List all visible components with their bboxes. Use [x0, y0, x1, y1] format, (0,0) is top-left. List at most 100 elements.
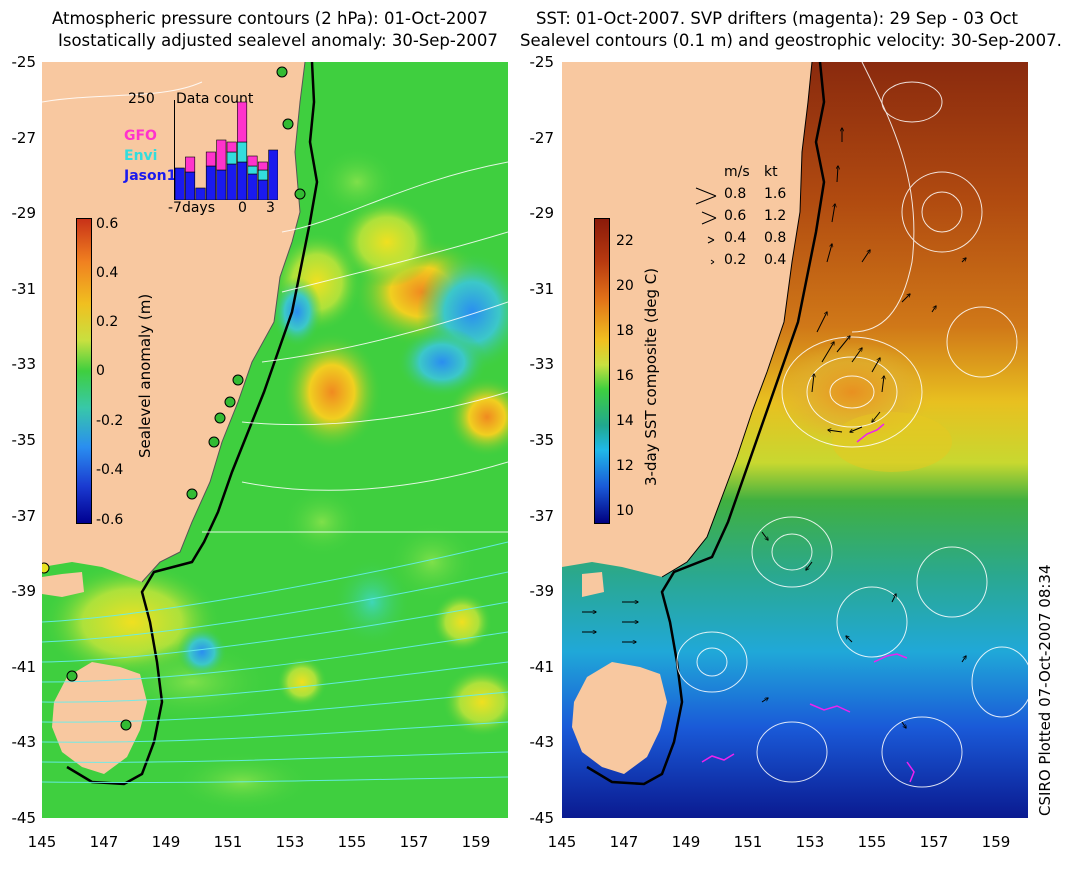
left-lon-tick: 151 [213, 833, 243, 851]
right-lat-tick: -35 [529, 431, 555, 449]
right-lat-tick: -27 [529, 128, 555, 147]
inset-bar-gfo [247, 155, 258, 167]
inset-bar-chart [174, 100, 278, 200]
right-lon-tick: 145 [547, 833, 577, 851]
velocity-legend-row-4: 0.2 0.4 [692, 252, 802, 272]
inset-bar-jason [247, 173, 258, 200]
left-lat-tick: -35 [11, 431, 37, 449]
left-lat-tick: -29 [11, 204, 37, 223]
inset-max-label: 250 [128, 91, 155, 107]
sst-colorbar [594, 218, 610, 524]
cb-left-tick-5: -0.2 [96, 413, 124, 429]
velocity-legend: m/s kt 0.8 1.6 0.6 1.2 0.4 0.8 0.2 0.4 [692, 164, 802, 274]
velocity-legend-kt-3: 0.8 [764, 230, 787, 246]
inset-bar-jason [185, 171, 196, 200]
inset-bar-envi [257, 169, 268, 181]
cb-right-tick-1: 22 [616, 233, 634, 249]
cb-right-tick-6: 12 [616, 458, 634, 474]
velocity-legend-kt-2: 1.2 [764, 208, 787, 224]
velocity-legend-kt-1: 1.6 [764, 186, 787, 202]
right-lat-tick: -39 [529, 582, 555, 601]
right-lon-tick: 155 [857, 833, 887, 851]
left-title-line2: Isostatically adjusted sealevel anomaly:… [58, 31, 498, 50]
inset-bar-gfo [237, 101, 248, 143]
inset-bar-envi [237, 141, 248, 163]
right-lon-tick: 147 [609, 833, 639, 851]
cb-left-tick-2: 0.4 [96, 265, 119, 281]
left-lat-tick: -41 [11, 657, 37, 676]
velocity-legend-ms-2: 0.6 [724, 208, 747, 224]
right-lon-tick: 149 [671, 833, 701, 851]
cb-right-tick-4: 16 [616, 368, 634, 384]
right-lon-tick: 153 [795, 833, 825, 851]
inset-legend-jason1: Jason1 [124, 168, 177, 184]
inset-bar-jason [268, 149, 278, 200]
cb-right-tick-5: 14 [616, 413, 634, 429]
inset-bar-gfo [226, 141, 237, 153]
left-lat-tick: -39 [11, 582, 37, 601]
velocity-legend-kt-4: 0.4 [764, 252, 787, 268]
cb-right-tick-2: 20 [616, 278, 634, 294]
cb-left-tick-7: -0.6 [96, 512, 124, 528]
velocity-legend-ms-3: 0.4 [724, 230, 747, 246]
left-title-line1: Atmospheric pressure contours (2 hPa): 0… [52, 9, 488, 28]
velocity-legend-ms-1: 0.8 [724, 186, 747, 202]
left-lat-tick: -31 [11, 279, 37, 298]
right-title-line1: SST: 01-Oct-2007. SVP drifters (magenta)… [536, 9, 1019, 28]
velocity-legend-header-ms: m/s [724, 164, 750, 180]
inset-bar-gfo [257, 161, 268, 171]
left-lon-tick: 145 [27, 833, 57, 851]
right-lat-tick: -37 [529, 506, 555, 525]
velocity-legend-header-kt: kt [764, 164, 778, 180]
left-lat-tick: -43 [11, 733, 37, 752]
inset-bar-jason [257, 179, 268, 200]
right-lat-tick: -31 [529, 279, 555, 298]
velocity-legend-ms-4: 0.2 [724, 252, 747, 268]
inset-bar-jason [205, 165, 216, 200]
inset-xtick-zero: 0 [238, 200, 247, 216]
inset-axis [174, 100, 278, 200]
data-count-inset: 250 Data count GFO Envi Jason1 -7days 0 … [118, 88, 288, 218]
left-lon-tick: 147 [89, 833, 119, 851]
left-lat-tick: -33 [11, 355, 37, 374]
inset-legend-envi: Envi [124, 148, 158, 164]
velocity-arrow-icon-4 [710, 259, 715, 265]
cb-left-tick-3: 0.2 [96, 314, 119, 330]
inset-bar-jason [216, 169, 227, 200]
right-lat-tick: -33 [529, 355, 555, 374]
velocity-arrow-icon-2 [701, 211, 717, 225]
left-lon-tick: 149 [151, 833, 181, 851]
inset-xtick-end: 3 [266, 200, 275, 216]
left-lat-tick: -27 [11, 128, 37, 147]
left-lon-tick: 155 [337, 833, 367, 851]
right-lon-tick: 159 [981, 833, 1011, 851]
cb-right-tick-3: 18 [616, 323, 634, 339]
right-title-line2: Sealevel contours (0.1 m) and geostrophi… [520, 31, 1062, 50]
cb-left-tick-4: 0 [96, 363, 105, 379]
sst-svg [562, 62, 1028, 818]
inset-bar-envi [226, 151, 237, 165]
inset-bar-gfo [185, 156, 196, 173]
sst-colorbar-label: 3-day SST composite (deg C) [642, 267, 660, 486]
cb-left-tick-1: 0.6 [96, 216, 119, 232]
inset-legend-gfo: GFO [124, 128, 157, 144]
right-lat-tick: -25 [529, 53, 555, 71]
left-lon-tick: 153 [275, 833, 305, 851]
left-lat-tick: -25 [11, 53, 37, 71]
velocity-arrow-icon-1 [695, 187, 717, 205]
velocity-legend-row-2: 0.6 1.2 [692, 208, 802, 228]
left-lon-tick: 159 [461, 833, 491, 851]
cb-left-tick-6: -0.4 [96, 462, 124, 478]
right-lon-tick: 151 [733, 833, 763, 851]
plot-credit: CSIRO Plotted 07-Oct-2007 08:34 [1036, 564, 1054, 816]
inset-bar-jason [226, 163, 237, 200]
inset-bar-jason [237, 161, 248, 200]
inset-bar-gfo [205, 151, 216, 167]
inset-bar-jason [195, 187, 206, 200]
right-lat-tick: -41 [529, 657, 555, 676]
velocity-arrow-icon-3 [707, 236, 715, 244]
sealevel-colorbar-label: Sealevel anomaly (m) [136, 293, 154, 458]
right-lat-tick: -43 [529, 733, 555, 752]
left-lat-tick: -37 [11, 506, 37, 525]
right-lon-tick: 157 [919, 833, 949, 851]
